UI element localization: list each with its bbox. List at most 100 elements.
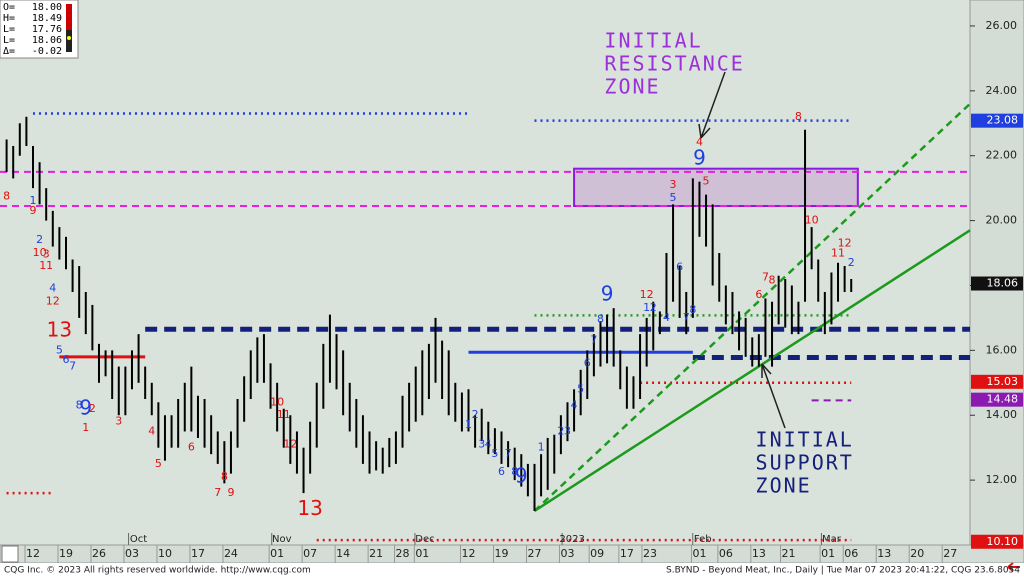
x-tick-label: 10 xyxy=(158,547,172,560)
info-bar-red xyxy=(66,4,72,30)
sequence-count: 7 xyxy=(505,447,512,460)
sequence-count: 7 xyxy=(762,270,769,283)
sequence-count: 1 xyxy=(465,418,472,431)
sequence-count: 6 xyxy=(188,441,195,454)
sequence-count: 9 xyxy=(29,204,36,217)
y-tick-label: 20.00 xyxy=(986,214,1018,227)
annotation: ZONE xyxy=(756,474,812,498)
y-tick-label: 26.00 xyxy=(986,19,1018,32)
sequence-count: 2 xyxy=(472,408,479,421)
annotation: INITIAL xyxy=(604,29,702,53)
x-tick-label: 28 xyxy=(396,547,410,560)
info-value: -0.02 xyxy=(32,46,62,57)
annotation: RESISTANCE xyxy=(604,52,744,76)
sequence-count: 8 xyxy=(511,465,518,478)
annotation: INITIAL xyxy=(756,428,854,452)
sequence-count: 2 xyxy=(848,256,855,269)
x-tick-label: 01 xyxy=(415,547,429,560)
sequence-count: 8 xyxy=(221,470,228,483)
sequence-count: 8 xyxy=(76,399,83,412)
price-tag-label: 15.03 xyxy=(987,375,1019,388)
x-tick-label: 14 xyxy=(336,547,350,560)
sequence-count: 8 xyxy=(597,313,604,326)
corner-box xyxy=(1,545,19,563)
scroll-arrow xyxy=(1007,562,1020,572)
sequence-count: 3 xyxy=(115,415,122,428)
sequence-count: 12 xyxy=(46,295,60,308)
sequence-count: 4 xyxy=(485,437,492,450)
info-key: H= xyxy=(3,13,15,24)
price-tag xyxy=(971,534,1023,549)
sequence-count: 5 xyxy=(577,382,584,395)
price-tag xyxy=(971,374,1023,389)
sequence-count: 13 xyxy=(297,496,322,520)
sequence-count: 6 xyxy=(584,356,591,369)
price-tag xyxy=(971,276,1023,291)
sequence-count: 4 xyxy=(571,399,578,412)
x-tick-label: 21 xyxy=(369,547,383,560)
x-tick-label: 03 xyxy=(125,547,139,560)
info-key: Δ= xyxy=(3,46,15,57)
plot-background xyxy=(0,0,970,545)
sequence-count: 9 xyxy=(79,395,92,419)
sequence-count: 6 xyxy=(62,353,69,366)
sequence-count: 13 xyxy=(47,317,72,341)
price-tag xyxy=(971,392,1023,407)
price-tag-label: 18.06 xyxy=(987,277,1019,290)
month-label: Nov xyxy=(272,534,292,545)
info-value: 18.49 xyxy=(32,13,62,24)
sequence-count: 5 xyxy=(491,447,498,460)
sequence-count: 9 xyxy=(227,486,234,499)
sequence-count: 8 xyxy=(795,110,802,123)
y-tick-label: 24.00 xyxy=(986,84,1018,97)
month-label: Oct xyxy=(130,534,147,545)
sequence-count: 7 xyxy=(683,311,690,324)
x-tick-label: 07 xyxy=(303,547,317,560)
footer-background xyxy=(0,563,1024,577)
arrow xyxy=(761,363,786,429)
x-tick-label: 01 xyxy=(270,547,284,560)
sequence-count: 5 xyxy=(703,175,710,188)
x-tick-label: 09 xyxy=(590,547,604,560)
x-tick-label: 20 xyxy=(910,547,924,560)
info-box xyxy=(0,0,79,59)
x-tick-label: 17 xyxy=(620,547,634,560)
sequence-count: 3 xyxy=(478,437,485,450)
sequence-count: 12 xyxy=(283,437,297,450)
y-tick-label: 12.00 xyxy=(986,473,1018,486)
sequence-count: 10 xyxy=(33,246,47,259)
x-tick-label: 13 xyxy=(752,547,766,560)
sequence-count: 11 xyxy=(39,259,53,272)
sequence-count: 5 xyxy=(670,191,677,204)
x-tick-label: 19 xyxy=(59,547,73,560)
sequence-count: 2 xyxy=(89,402,96,415)
sequence-count: 8 xyxy=(3,190,10,203)
sequence-count: 11 xyxy=(277,408,291,421)
info-value: 18.00 xyxy=(32,2,62,13)
x-tick-label: 26 xyxy=(92,547,106,560)
price-tag xyxy=(971,113,1023,128)
info-value: 17.76 xyxy=(32,24,62,35)
x-tick-label: 03 xyxy=(560,547,574,560)
price-tag-label: 23.08 xyxy=(987,114,1019,127)
sequence-count: 6 xyxy=(676,261,683,274)
info-key: L= xyxy=(3,24,15,35)
trendline xyxy=(533,229,971,512)
sequence-count: 5 xyxy=(56,343,63,356)
x-tick-label: 21 xyxy=(782,547,796,560)
sequence-count: 2 xyxy=(557,424,564,437)
sequence-count: 1 xyxy=(538,441,545,454)
annotation: ZONE xyxy=(604,75,660,99)
price-tag-label: 14.48 xyxy=(987,393,1019,406)
info-key: O= xyxy=(3,2,15,13)
sequence-count: 7 xyxy=(590,334,597,347)
x-tick-label: 17 xyxy=(191,547,205,560)
x-tick-label: 19 xyxy=(494,547,508,560)
sequence-count: 3 xyxy=(670,178,677,191)
sequence-count: 2 xyxy=(650,301,657,314)
sequence-count: 8 xyxy=(689,303,696,316)
info-value: 18.06 xyxy=(32,35,62,46)
sequence-count: 9 xyxy=(693,145,706,169)
sequence-count: 2 xyxy=(36,233,43,246)
